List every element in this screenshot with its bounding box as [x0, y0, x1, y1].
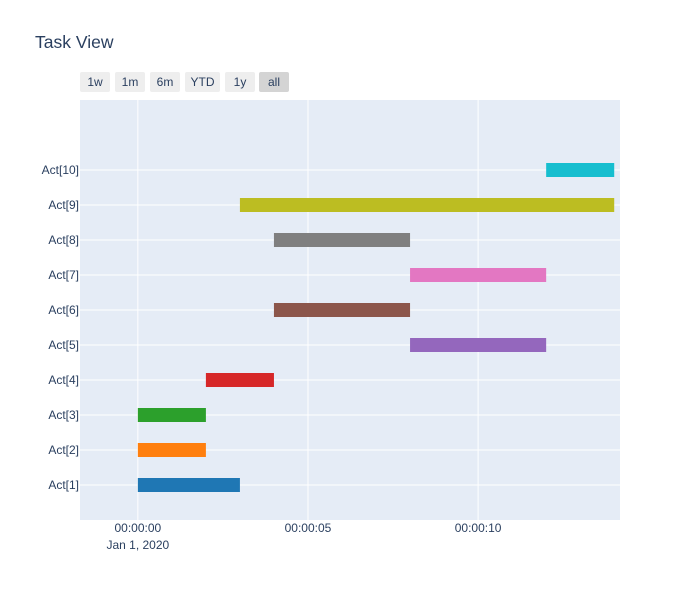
y-tick-label: Act[7] — [48, 268, 79, 282]
range-button-1m[interactable]: 1m — [115, 72, 145, 92]
y-tick-label: Act[4] — [48, 373, 79, 387]
y-tick-label: Act[2] — [48, 443, 79, 457]
bars-layer — [137, 163, 615, 492]
y-tick-label: Act[10] — [42, 163, 79, 177]
task-bar-5[interactable] — [410, 338, 547, 352]
task-bar-1[interactable] — [137, 478, 240, 492]
task-bar-2[interactable] — [137, 443, 206, 457]
task-bar-6[interactable] — [273, 303, 411, 317]
range-button-6m[interactable]: 6m — [150, 72, 180, 92]
range-button-all[interactable]: all — [259, 72, 289, 92]
y-tick-label: Act[1] — [48, 478, 79, 492]
range-button-ytd[interactable]: YTD — [185, 72, 220, 92]
task-bar-9[interactable] — [239, 198, 615, 212]
x-tick-sublabel: Jan 1, 2020 — [106, 538, 169, 552]
range-button-1y[interactable]: 1y — [225, 72, 255, 92]
x-tick-label: 00:00:00 — [114, 521, 161, 535]
y-tick-label: Act[6] — [48, 303, 79, 317]
range-button-1w[interactable]: 1w — [80, 72, 110, 92]
x-tick-label: 00:00:10 — [455, 521, 502, 535]
x-axis-ticks: 00:00:00 Jan 1, 2020 00:00:05 00:00:10 — [106, 521, 501, 552]
y-tick-label: Act[3] — [48, 408, 79, 422]
y-tick-label: Act[5] — [48, 338, 79, 352]
task-bar-8[interactable] — [273, 233, 411, 247]
chart-title: Task View — [35, 32, 114, 52]
task-bar-3[interactable] — [137, 408, 206, 422]
x-tick-label: 00:00:05 — [285, 521, 332, 535]
y-tick-label: Act[8] — [48, 233, 79, 247]
task-bar-4[interactable] — [205, 373, 274, 387]
y-tick-label: Act[9] — [48, 198, 79, 212]
task-bar-10[interactable] — [546, 163, 615, 177]
y-axis-ticks: Act[1] Act[2] Act[3] Act[4] Act[5] Act[6] Act[… — [42, 163, 79, 492]
task-bar-7[interactable] — [410, 268, 547, 282]
